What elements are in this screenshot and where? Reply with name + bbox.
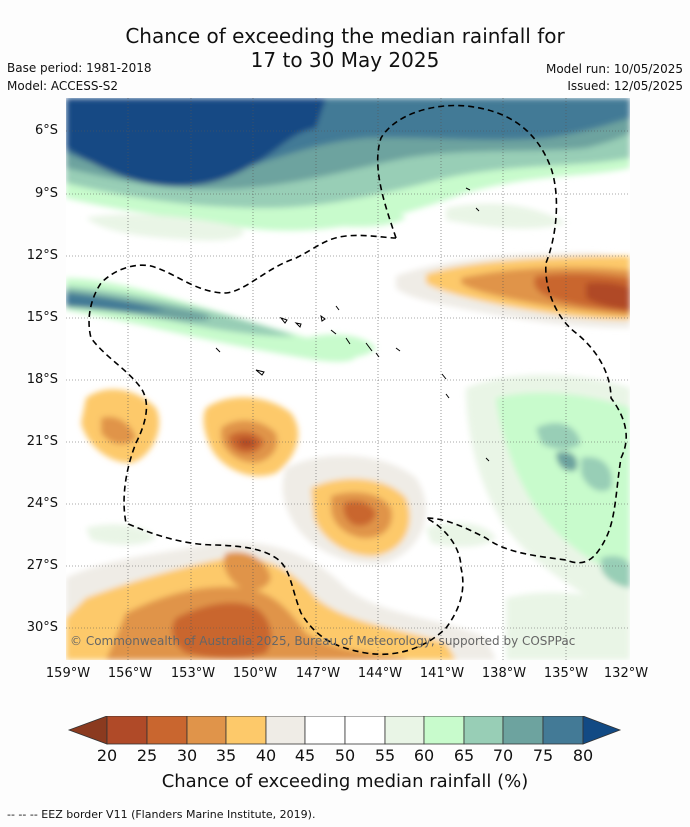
patch-green-10s-east <box>446 203 566 229</box>
colorbar-title: Chance of exceeding median rainfall (%) <box>161 771 529 792</box>
islands <box>215 187 490 462</box>
patch-green-10s-west <box>86 214 244 241</box>
dry-patch-144w-rust <box>343 501 376 526</box>
map-title-line1: Chance of exceeding the median rainfall … <box>125 24 565 48</box>
east-wet-southeast-teal <box>601 556 630 588</box>
lat-label-18s: 18°S <box>26 372 58 387</box>
east-wet-dark <box>556 451 578 472</box>
north-navy-field <box>66 98 326 187</box>
lon-label-138w: 138°W <box>481 666 527 681</box>
east-wet-green <box>496 392 630 578</box>
lat-label-12s: 12°S <box>26 248 58 263</box>
cbar-tick-60: 60 <box>413 746 435 765</box>
cbar-tick-70: 70 <box>492 746 514 765</box>
cbar-tick-25: 25 <box>136 746 158 765</box>
cbar-tick-65: 65 <box>453 746 475 765</box>
green-patch-26s-west <box>86 524 156 545</box>
eez-border <box>88 104 627 656</box>
colorbar <box>67 716 622 745</box>
lon-label-135w: 135°W <box>543 666 589 681</box>
cbar-tick-80: 80 <box>572 746 594 765</box>
colorbar-seg-9 <box>423 716 465 745</box>
east-wet-teal <box>536 423 581 450</box>
gridlines <box>66 98 630 660</box>
lat-label-30s: 30°S <box>26 620 58 635</box>
colorbar-seg-4 <box>225 716 267 745</box>
dry-patch-153w-brown <box>238 438 256 448</box>
green-patch-17s <box>306 334 376 358</box>
issued-date: Issued: 12/05/2025 <box>567 79 683 93</box>
lon-label-159w: 159°W <box>45 666 91 681</box>
south-dry-rust <box>172 602 272 659</box>
lon-label-156w: 156°W <box>107 666 153 681</box>
green-patch-25s-east <box>426 522 496 547</box>
lat-label-27s: 27°S <box>26 558 58 573</box>
cbar-tick-55: 55 <box>374 746 396 765</box>
cbar-tick-20: 20 <box>96 746 118 765</box>
rainfall-fields <box>66 98 630 660</box>
cbar-tick-30: 30 <box>176 746 198 765</box>
model-name: Model: ACCESS-S2 <box>7 79 119 93</box>
lon-label-144w: 144°W <box>357 666 403 681</box>
rainfall-map: © Commonwealth of Australia 2025, Bureau… <box>66 98 630 660</box>
lon-label-147w: 147°W <box>295 666 341 681</box>
cbar-tick-75: 75 <box>532 746 554 765</box>
patch-green-10s-mid <box>306 203 406 227</box>
base-period: Base period: 1981-2018 <box>7 61 152 75</box>
colorbar-seg-10 <box>463 716 504 745</box>
lat-label-9s: 9°S <box>34 186 58 201</box>
colorbar-seg-12 <box>542 716 584 745</box>
colorbar-seg-0 <box>67 716 108 745</box>
lon-label-150w: 150°W <box>232 666 278 681</box>
colorbar-seg-8 <box>384 716 425 745</box>
colorbar-seg-13 <box>582 716 622 745</box>
east-band-brown <box>586 282 630 310</box>
colorbar-seg-1 <box>106 716 148 745</box>
lat-label-24s: 24°S <box>26 496 58 511</box>
lat-label-15s: 15°S <box>26 310 58 325</box>
south-dry-mid-orange <box>223 551 271 590</box>
colorbar-seg-7 <box>344 716 386 745</box>
dry-patch-west-core <box>101 416 136 445</box>
colorbar-seg-5 <box>265 716 306 745</box>
lon-label-141w: 141°W <box>419 666 465 681</box>
colorbar-seg-2 <box>146 716 188 745</box>
lon-label-132w: 132°W <box>603 666 649 681</box>
cbar-tick-45: 45 <box>294 746 316 765</box>
east-wet-teal-2 <box>581 457 612 492</box>
eez-border-note: -- -- -- EEZ border V11 (Flanders Marine… <box>7 808 316 821</box>
lat-label-21s: 21°S <box>26 434 58 449</box>
map-svg <box>66 98 630 660</box>
colorbar-seg-11 <box>502 716 544 745</box>
copyright-notice: © Commonwealth of Australia 2025, Bureau… <box>70 634 576 648</box>
lat-label-6s: 6°S <box>34 123 58 138</box>
east-wet-south <box>506 592 630 660</box>
colorbar-seg-3 <box>186 716 227 745</box>
cbar-tick-35: 35 <box>215 746 237 765</box>
cbar-tick-40: 40 <box>255 746 277 765</box>
lon-label-153w: 153°W <box>170 666 216 681</box>
cbar-tick-50: 50 <box>334 746 356 765</box>
map-title-line2: 17 to 30 May 2025 <box>250 48 440 72</box>
colorbar-seg-6 <box>304 716 346 745</box>
model-run: Model run: 10/05/2025 <box>545 62 683 76</box>
